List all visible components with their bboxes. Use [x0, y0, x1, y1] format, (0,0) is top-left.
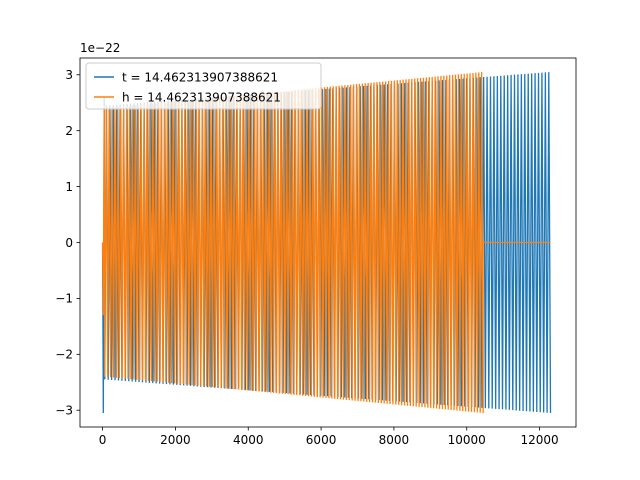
x-tick-label: 10000 [448, 433, 486, 447]
x-tick-label: 0 [99, 433, 107, 447]
y-tick-label: 3 [65, 68, 73, 82]
y-tick-label: −3 [55, 404, 73, 418]
series-layer [101, 72, 552, 414]
legend-box [85, 62, 322, 110]
x-tick-label: 4000 [233, 433, 264, 447]
y-tick-label: 2 [65, 124, 73, 138]
legend-label: h = 14.462313907388621 [122, 90, 281, 104]
legend-label: t = 14.462313907388621 [122, 70, 278, 84]
y-axis: −3 −2 −1 0 1 2 3 [55, 68, 80, 418]
y-tick-label: −1 [55, 292, 73, 306]
x-tick-label: 8000 [379, 433, 410, 447]
y-tick-label: 1 [65, 180, 73, 194]
legend: t = 14.462313907388621 h = 14.46231390738… [85, 62, 322, 110]
x-tick-label: 2000 [160, 433, 191, 447]
series-line-2 [101, 72, 551, 414]
y-tick-label: −2 [55, 348, 73, 362]
x-tick-label: 6000 [306, 433, 337, 447]
x-tick-label: 12000 [520, 433, 558, 447]
x-axis: 0 2000 4000 6000 8000 10000 12000 [99, 427, 559, 447]
y-offset-label: 1e−22 [80, 41, 120, 55]
y-tick-label: 0 [65, 236, 73, 250]
